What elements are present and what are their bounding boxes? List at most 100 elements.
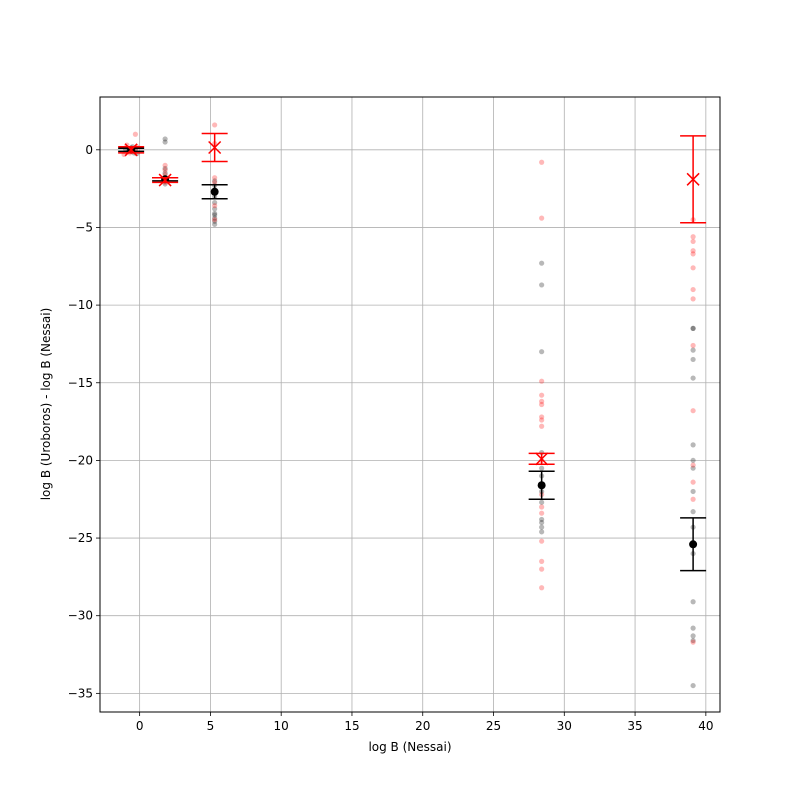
- data-point: [690, 496, 696, 502]
- data-point: [212, 175, 218, 181]
- data-point: [690, 625, 696, 631]
- data-point: [690, 633, 696, 639]
- x-tick-label: 20: [415, 719, 430, 733]
- x-tick-label: 40: [698, 719, 713, 733]
- data-point: [539, 349, 545, 355]
- data-point: [212, 221, 218, 227]
- y-tick-label: 0: [85, 143, 93, 157]
- data-point: [162, 165, 168, 172]
- data-point: [539, 516, 545, 523]
- y-tick-label: −20: [68, 453, 93, 467]
- mean-marker-x: [124, 143, 138, 157]
- data-point: [539, 504, 545, 510]
- y-axis-ticks: 0 −5 −10 −15 −20 −25 −30 −35: [68, 143, 100, 700]
- data-point: [690, 639, 696, 645]
- data-point: [690, 325, 696, 332]
- data-point: [539, 282, 545, 288]
- data-point: [539, 538, 545, 544]
- data-point: [539, 414, 545, 420]
- mean-marker-x: [535, 452, 549, 466]
- x-tick-label: 15: [344, 719, 359, 733]
- data-point: [690, 342, 696, 349]
- data-point: [539, 159, 545, 165]
- x-tick-label: 5: [207, 719, 215, 733]
- data-point: [690, 457, 696, 464]
- data-point: [539, 417, 545, 423]
- data-point: [212, 203, 218, 209]
- data-point: [212, 122, 218, 128]
- data-point: [539, 423, 545, 429]
- x-axis-label: log B (Nessai): [368, 740, 451, 754]
- y-tick-label: −25: [68, 531, 93, 545]
- data-point: [539, 465, 545, 471]
- data-point: [539, 215, 545, 221]
- data-point: [690, 599, 696, 605]
- data-point: [212, 178, 218, 184]
- data-point: [539, 566, 545, 572]
- mean-marker-dot: [210, 187, 219, 196]
- data-point: [690, 286, 696, 293]
- x-tick-label: 0: [136, 719, 144, 733]
- data-point: [690, 465, 696, 471]
- data-point: [212, 200, 218, 206]
- data-point: [539, 398, 545, 404]
- mean-marker-x: [158, 173, 172, 187]
- data-point: [539, 499, 545, 505]
- y-tick-label: −15: [68, 376, 93, 390]
- x-tick-label: 30: [557, 719, 572, 733]
- mean-marker-x: [208, 140, 222, 155]
- data-point: [690, 325, 696, 332]
- data-point: [690, 234, 696, 240]
- data-point: [539, 519, 545, 526]
- data-point: [690, 375, 696, 381]
- data-point: [690, 479, 696, 485]
- data-point: [539, 392, 545, 398]
- data-point: [162, 167, 168, 173]
- data-point: [212, 212, 218, 218]
- data-point: [690, 347, 696, 353]
- data-point: [690, 248, 696, 254]
- data-point: [162, 139, 168, 145]
- data-point: [539, 378, 545, 384]
- data-point: [539, 260, 545, 266]
- data-point: [539, 510, 545, 516]
- x-tick-label: 25: [486, 719, 501, 733]
- mean-markers: [118, 132, 707, 572]
- x-tick-label: 35: [627, 719, 642, 733]
- mean-marker-dot: [537, 481, 546, 490]
- data-point: [690, 509, 696, 515]
- x-tick-label: 10: [274, 719, 289, 733]
- data-point: [690, 356, 696, 363]
- data-point: [212, 210, 218, 217]
- data-point: [690, 296, 696, 302]
- data-point: [690, 637, 696, 644]
- data-point: [690, 442, 696, 448]
- data-point: [690, 251, 696, 257]
- mean-marker-x: [686, 172, 700, 186]
- data-point: [212, 179, 218, 186]
- plot-frame: [99, 96, 721, 713]
- data-point: [212, 206, 218, 212]
- data-point: [690, 265, 696, 271]
- data-point: [690, 488, 696, 495]
- data-point: [162, 162, 168, 168]
- data-point: [132, 131, 138, 137]
- x-axis-ticks: 0 5 10 15 20 25 30 35 40: [136, 712, 713, 733]
- data-point: [212, 215, 218, 221]
- y-tick-label: −35: [68, 686, 93, 700]
- data-point: [162, 136, 168, 142]
- data-point: [690, 238, 696, 245]
- data-point: [539, 585, 545, 591]
- y-tick-label: −30: [68, 609, 93, 623]
- grid-lines: [100, 97, 720, 712]
- data-point: [212, 218, 218, 224]
- mean-marker-dot: [689, 540, 698, 549]
- data-point: [690, 462, 696, 468]
- y-tick-label: −5: [75, 220, 93, 234]
- data-point: [539, 558, 545, 564]
- data-point: [212, 217, 218, 223]
- y-axis-label: log B (Uroboros) - log B (Nessai): [39, 308, 53, 501]
- y-tick-label: −10: [68, 298, 93, 312]
- data-point: [690, 682, 696, 689]
